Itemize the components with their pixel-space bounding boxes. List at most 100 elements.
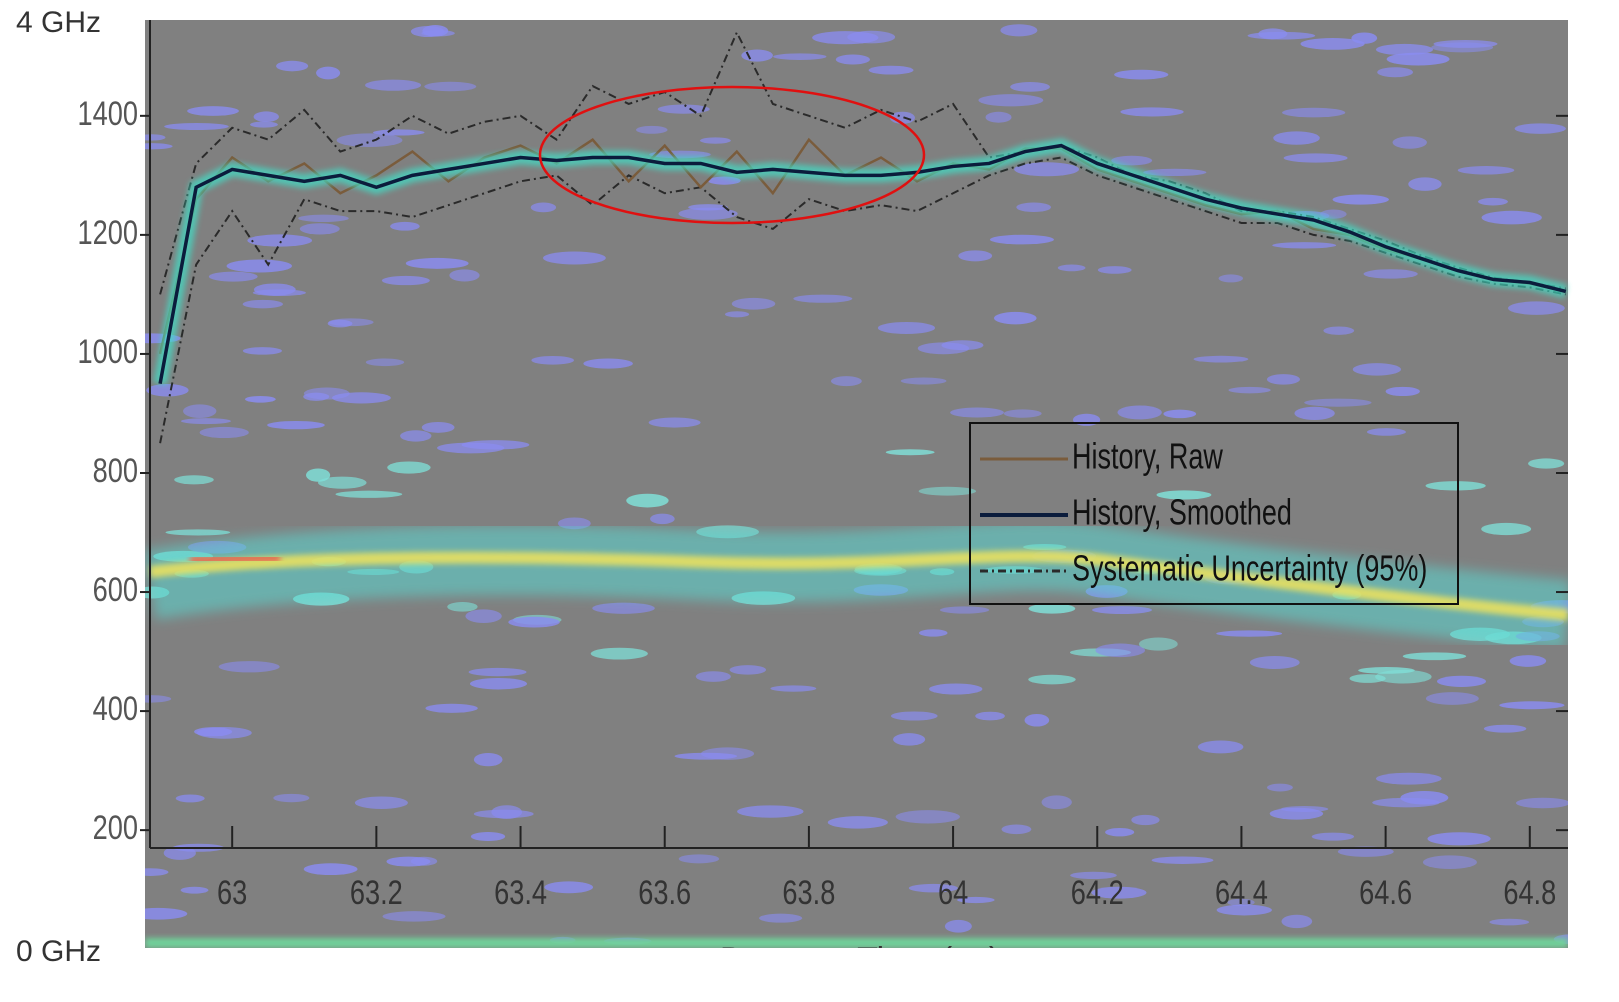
noise-blob bbox=[1481, 210, 1542, 225]
x-tick-label: 64.4 bbox=[1215, 873, 1268, 912]
y-tick-label: 400 bbox=[93, 689, 138, 728]
noise-blob bbox=[208, 271, 258, 282]
noise-blob bbox=[544, 881, 593, 894]
noise-blob bbox=[1508, 301, 1565, 315]
noise-blob bbox=[1408, 177, 1442, 191]
y-tick-label: 1400 bbox=[78, 94, 138, 133]
noise-blob bbox=[650, 513, 675, 525]
noise-blob bbox=[372, 129, 425, 136]
y-tick-label: 1000 bbox=[78, 332, 138, 371]
noise-blob bbox=[1431, 42, 1494, 53]
noise-blob bbox=[1070, 871, 1117, 880]
x-label-clip: Detector Time (μs) bbox=[720, 941, 1000, 979]
noise-blob bbox=[724, 311, 750, 318]
noise-blob bbox=[592, 602, 655, 614]
noise-blob bbox=[835, 54, 870, 65]
noise-blob bbox=[382, 911, 446, 922]
noise-blob bbox=[174, 475, 214, 485]
noise-blob bbox=[1197, 740, 1244, 754]
noise-blob bbox=[885, 449, 935, 456]
noise-blob bbox=[957, 896, 995, 904]
noise-blob bbox=[731, 297, 776, 310]
noise-blob bbox=[335, 490, 403, 498]
x-axis-label: Detector Time (μs) bbox=[720, 941, 1000, 979]
noise-blob bbox=[929, 683, 983, 695]
noise-blob bbox=[470, 832, 506, 842]
noise-blob bbox=[1114, 69, 1169, 80]
noise-blob bbox=[1218, 274, 1244, 283]
noise-blob bbox=[1481, 522, 1532, 536]
noise-blob bbox=[1425, 481, 1486, 491]
noise-blob bbox=[1282, 107, 1346, 118]
noise-blob bbox=[424, 81, 477, 92]
noise-blob bbox=[317, 476, 367, 489]
noise-blob bbox=[164, 122, 229, 131]
noise-blob bbox=[1386, 52, 1450, 66]
noise-blob bbox=[1151, 856, 1214, 864]
noise-blob bbox=[1376, 43, 1433, 56]
noise-blob bbox=[1392, 136, 1427, 149]
noise-blob bbox=[437, 442, 505, 454]
noise-blob bbox=[226, 259, 292, 273]
noise-blob bbox=[1095, 643, 1145, 658]
y-tick-label: 200 bbox=[93, 808, 138, 847]
noise-blob bbox=[1193, 355, 1249, 363]
noise-blob bbox=[1514, 123, 1566, 134]
noise-blob bbox=[468, 667, 527, 677]
series-line bbox=[158, 143, 1567, 385]
x-tick-label: 63 bbox=[217, 873, 247, 912]
noise-blob bbox=[145, 134, 166, 141]
noise-blob bbox=[1422, 855, 1477, 870]
noise-blob bbox=[827, 816, 888, 829]
plot-area bbox=[153, 30, 1568, 444]
noise-blob bbox=[1120, 107, 1184, 117]
ridge-core bbox=[149, 550, 1568, 621]
noise-blob bbox=[700, 137, 731, 144]
noise-blob bbox=[336, 133, 403, 148]
noise-blob bbox=[918, 486, 977, 496]
noise-blob bbox=[365, 358, 405, 367]
noise-blob bbox=[306, 468, 331, 482]
noise-blob bbox=[1400, 791, 1449, 805]
noise-blob bbox=[146, 384, 189, 397]
noise-blob bbox=[145, 907, 188, 920]
noise-blob bbox=[770, 685, 817, 692]
noise-blob bbox=[890, 711, 938, 721]
noise-blob bbox=[989, 234, 1054, 245]
noise-blob bbox=[830, 376, 862, 387]
noise-blob bbox=[944, 919, 972, 933]
noise-blob bbox=[1457, 165, 1515, 175]
noise-blob bbox=[508, 616, 560, 628]
noise-blob bbox=[648, 417, 701, 428]
noise-blob bbox=[1320, 209, 1347, 219]
noise-blob bbox=[449, 269, 480, 282]
noise-blob bbox=[387, 461, 431, 474]
noise-blob bbox=[1105, 827, 1135, 837]
noise-blob bbox=[327, 319, 353, 328]
noise-blob bbox=[242, 347, 282, 355]
noise-blob bbox=[1000, 24, 1038, 37]
noise-blob bbox=[1272, 242, 1337, 249]
noise-blob bbox=[1478, 197, 1508, 206]
noise-blob bbox=[1216, 904, 1272, 916]
noise-blob bbox=[145, 695, 172, 703]
noise-blob bbox=[303, 387, 350, 400]
noise-blob bbox=[707, 176, 741, 185]
uncertainty-upper bbox=[159, 30, 1567, 295]
x-tick-label: 63.8 bbox=[782, 873, 835, 912]
noise-blob bbox=[1111, 155, 1153, 166]
noise-blob bbox=[590, 647, 648, 660]
ridge-bottom bbox=[145, 938, 1568, 948]
noise-blob bbox=[1117, 405, 1162, 420]
noise-blob bbox=[199, 426, 249, 438]
noise-blob bbox=[1516, 797, 1568, 809]
noise-blob bbox=[299, 223, 340, 235]
noise-blob bbox=[465, 609, 502, 623]
noise-blob bbox=[1352, 363, 1401, 376]
noise-blob bbox=[1072, 413, 1101, 426]
noise-blob bbox=[950, 407, 1004, 418]
noise-blob bbox=[1311, 832, 1355, 841]
noise-blob bbox=[316, 66, 341, 80]
noise-blob bbox=[1269, 807, 1324, 820]
